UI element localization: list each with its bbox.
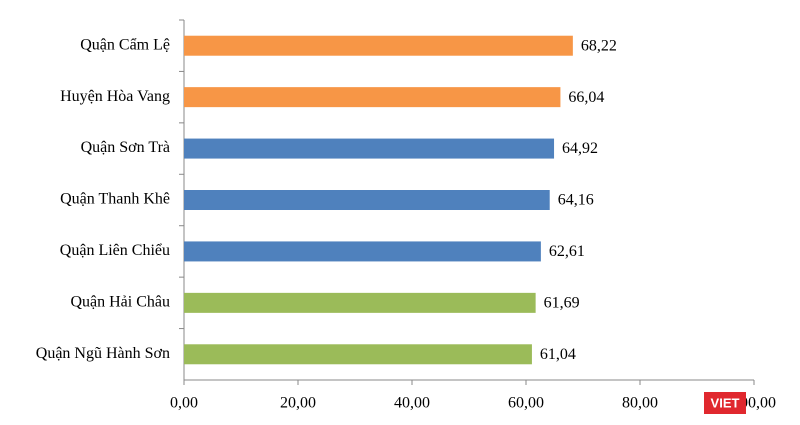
watermark: VIET <box>711 395 740 410</box>
x-tick-label: 20,00 <box>280 395 316 412</box>
x-tick-label: 80,00 <box>622 395 658 412</box>
y-tick-label: Quận Hải Châu <box>70 294 170 311</box>
x-tick-label: 60,00 <box>508 395 544 412</box>
y-tick-label: Huyện Hòa Vang <box>60 88 170 105</box>
y-tick-label: Quận Liên Chiểu <box>60 242 170 259</box>
value-label: 62,61 <box>549 243 585 260</box>
value-label: 66,04 <box>568 89 604 106</box>
value-label: 68,22 <box>581 37 617 54</box>
bar <box>184 241 541 262</box>
y-tick-label: Quận Sơn Trà <box>81 139 170 156</box>
value-label: 61,04 <box>540 346 576 363</box>
x-tick-label: 0,00 <box>170 395 198 412</box>
value-label: 64,92 <box>562 140 598 157</box>
bar <box>184 138 555 159</box>
value-label: 64,16 <box>558 192 594 209</box>
bar <box>184 87 561 108</box>
bar <box>184 344 532 365</box>
bar <box>184 190 550 210</box>
x-tick-label: 40,00 <box>394 395 430 412</box>
y-tick-label: Quận Thanh Khê <box>60 191 170 208</box>
y-tick-label: Quận Ngũ Hành Sơn <box>36 345 170 362</box>
bar <box>184 35 573 56</box>
watermark-box <box>704 392 746 414</box>
y-tick-label: Quận Cẩm Lệ <box>80 36 170 53</box>
value-label: 61,69 <box>544 295 580 312</box>
bar <box>184 292 536 313</box>
